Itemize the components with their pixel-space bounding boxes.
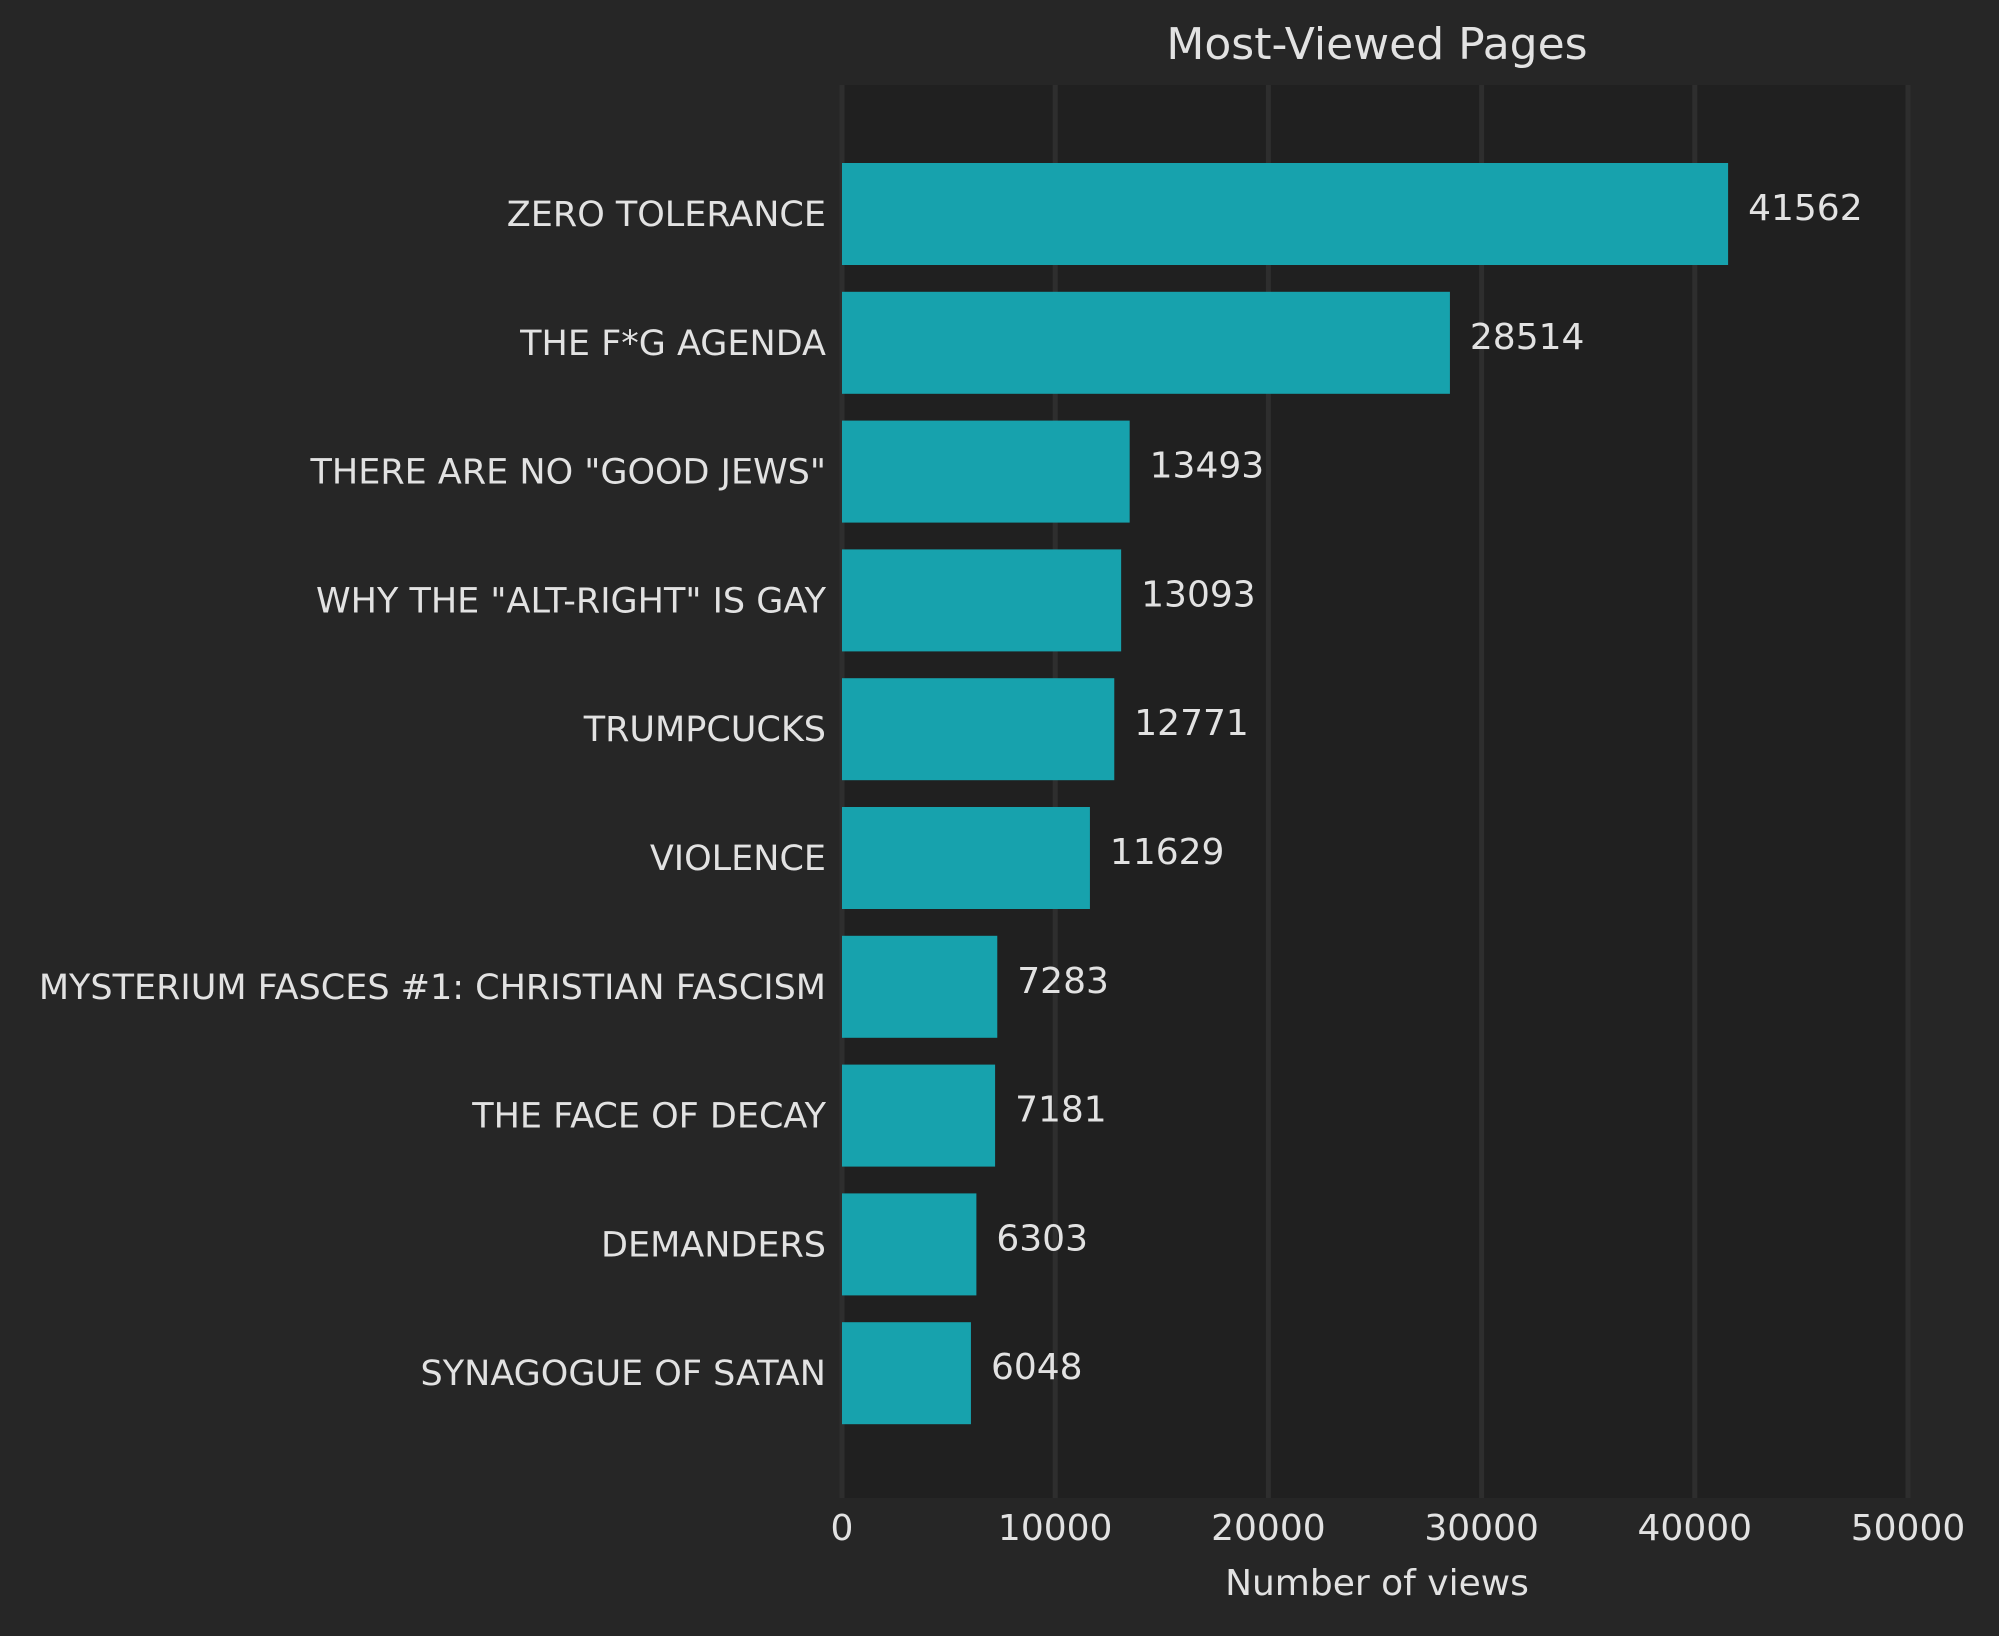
x-tick-label: 40000 <box>1638 1508 1753 1549</box>
x-tick-label: 0 <box>831 1508 854 1549</box>
y-tick-label: SYNAGOGUE OF SATAN <box>421 1354 826 1394</box>
y-tick-label: WHY THE "ALT-RIGHT" IS GAY <box>316 581 827 621</box>
bar <box>842 1193 977 1296</box>
value-label: 13493 <box>1150 446 1265 487</box>
y-tick-label: THE F*G AGENDA <box>519 324 826 364</box>
x-tick-label: 30000 <box>1424 1508 1539 1549</box>
bar <box>842 1064 996 1167</box>
chart-title: Most-Viewed Pages <box>1166 19 1587 70</box>
bar <box>842 291 1450 394</box>
bar <box>842 807 1090 909</box>
bar <box>842 935 998 1038</box>
value-label: 7283 <box>1017 961 1109 1002</box>
y-tick-label: TRUMPCUCKS <box>583 710 826 750</box>
y-tick-label: THERE ARE NO "GOOD JEWS" <box>310 453 826 493</box>
y-tick-label: MYSTERIUM FASCES #1: CHRISTIAN FASCISM <box>39 968 826 1008</box>
x-tick-label: 20000 <box>1211 1508 1326 1549</box>
y-tick-label: VIOLENCE <box>650 839 826 879</box>
y-tick-label: DEMANDERS <box>601 1225 826 1265</box>
value-label: 28514 <box>1470 317 1585 358</box>
x-tick-label: 50000 <box>1851 1508 1966 1549</box>
bar <box>842 678 1115 781</box>
value-label: 13093 <box>1141 574 1256 615</box>
y-tick-label: ZERO TOLERANCE <box>507 195 826 235</box>
value-label: 11629 <box>1110 832 1225 873</box>
value-label: 6048 <box>991 1347 1083 1388</box>
bar <box>842 163 1729 265</box>
value-label: 41562 <box>1748 188 1863 229</box>
bar <box>842 420 1130 523</box>
value-label: 7181 <box>1015 1090 1107 1131</box>
value-label: 12771 <box>1134 703 1249 744</box>
bar <box>842 549 1122 652</box>
x-tick-label: 10000 <box>998 1508 1113 1549</box>
y-tick-label: THE FACE OF DECAY <box>471 1097 826 1137</box>
bar <box>842 1322 971 1425</box>
x-axis-label: Number of views <box>1225 1563 1529 1604</box>
value-label: 6303 <box>996 1218 1088 1259</box>
